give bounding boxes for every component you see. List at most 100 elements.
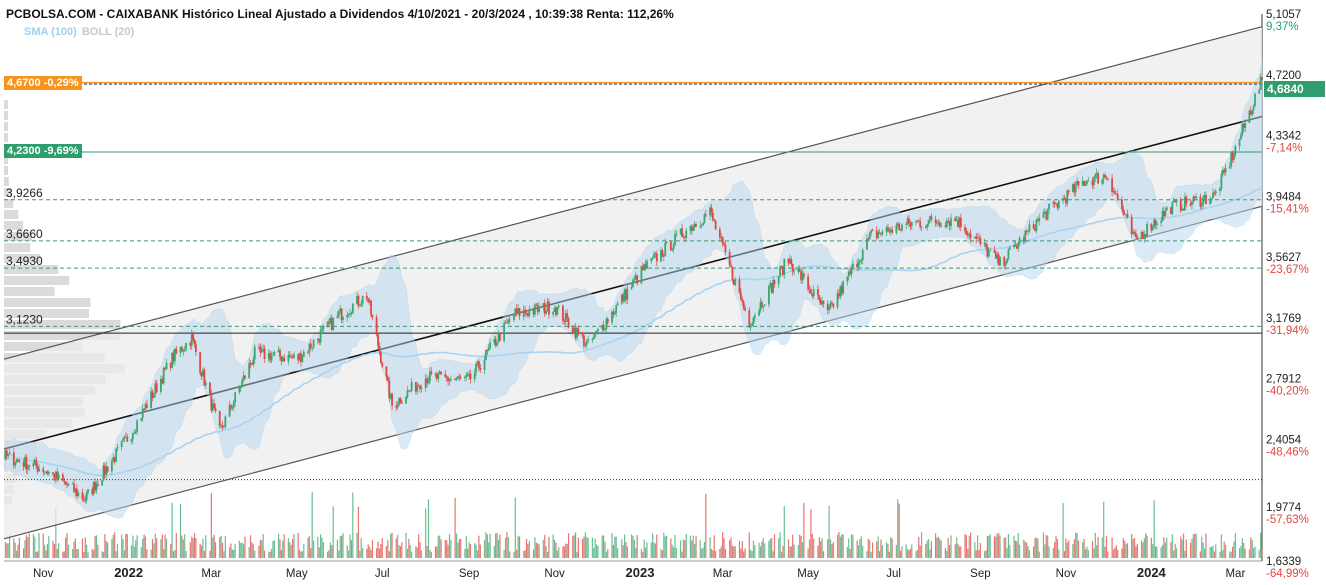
volume-bar xyxy=(86,544,88,558)
volume-bar xyxy=(771,537,773,558)
volume-bar xyxy=(1017,533,1019,558)
candle-body xyxy=(307,351,309,353)
candle-body xyxy=(896,223,899,226)
volume-bar xyxy=(322,542,325,558)
candle-body xyxy=(567,318,570,328)
candle-body xyxy=(721,236,724,244)
candle-body xyxy=(183,349,186,351)
candle-body xyxy=(759,302,762,311)
volume-bar xyxy=(532,549,535,558)
volume-bar xyxy=(202,538,204,558)
candle-body xyxy=(1161,211,1164,222)
candle-body xyxy=(1238,139,1241,147)
candle-body xyxy=(791,264,794,272)
volume-profile-bar xyxy=(4,221,23,230)
candle-body xyxy=(1034,228,1036,232)
legend-sma[interactable]: SMA (100) xyxy=(24,26,77,38)
candle-body xyxy=(1185,196,1188,204)
candle-body xyxy=(685,230,688,238)
candle-body xyxy=(758,310,760,316)
volume-bar xyxy=(820,541,822,558)
candle-body xyxy=(625,289,627,300)
candle-body xyxy=(169,362,172,368)
volume-bar xyxy=(1052,547,1054,558)
candle-body xyxy=(336,315,339,318)
candle-body xyxy=(674,233,676,245)
candle-body xyxy=(772,280,774,293)
volume-bar xyxy=(336,539,339,558)
volume-bar xyxy=(182,539,184,558)
candle-body xyxy=(280,356,283,361)
candle-body xyxy=(689,226,692,231)
volume-bar xyxy=(934,533,937,558)
candle-body xyxy=(954,218,957,222)
volume-bar xyxy=(1132,538,1134,558)
volume-bar xyxy=(556,550,558,558)
volume-bar xyxy=(783,506,785,558)
volume-bar xyxy=(684,540,686,558)
volume-bar xyxy=(273,540,275,558)
volume-bar xyxy=(1083,538,1085,558)
candle-body xyxy=(330,318,333,330)
volume-bar xyxy=(228,547,231,558)
candle-body xyxy=(908,218,910,224)
volume-bar xyxy=(1219,551,1221,558)
candle-body xyxy=(1248,110,1251,123)
volume-bar xyxy=(664,536,666,558)
legend-boll[interactable]: BOLL (20) xyxy=(81,26,135,38)
candle-body xyxy=(850,266,853,275)
volume-bar xyxy=(836,534,839,558)
volume-bar xyxy=(485,532,487,558)
candle-body xyxy=(975,236,978,239)
volume-bar xyxy=(773,534,776,558)
candle-body xyxy=(1171,202,1174,215)
candle-body xyxy=(878,232,881,234)
x-axis-label: May xyxy=(797,568,819,580)
volume-bar xyxy=(839,536,841,558)
candle-body xyxy=(994,252,997,259)
candle-body xyxy=(1154,220,1157,226)
volume-bar xyxy=(1161,544,1164,558)
candle-body xyxy=(803,273,805,277)
volume-bar xyxy=(478,535,480,558)
candle-body xyxy=(231,407,234,409)
volume-bar xyxy=(615,536,617,558)
volume-bar xyxy=(799,534,801,558)
candle-body xyxy=(889,229,892,232)
candle-body xyxy=(405,397,407,404)
candle-body xyxy=(839,286,842,297)
candle-body xyxy=(564,313,567,322)
candle-body xyxy=(204,382,207,386)
volume-bar xyxy=(988,535,990,558)
volume-bar xyxy=(283,534,285,558)
volume-bar xyxy=(741,541,743,558)
volume-bar xyxy=(1063,551,1066,558)
candle-body xyxy=(655,253,658,262)
volume-bar xyxy=(748,532,750,558)
volume-bar xyxy=(399,546,402,558)
volume-profile-bar xyxy=(4,331,120,340)
candle-body xyxy=(349,313,351,314)
volume-bar xyxy=(65,537,67,558)
candle-body xyxy=(632,279,634,287)
candle-body xyxy=(1073,184,1076,193)
volume-bar xyxy=(1054,542,1056,558)
candle-body xyxy=(487,348,490,351)
volume-bar xyxy=(420,550,423,558)
candle-body xyxy=(812,289,815,297)
candle-body xyxy=(26,465,29,470)
volume-bar xyxy=(58,543,60,558)
volume-bar xyxy=(458,539,460,558)
candle-body xyxy=(1165,207,1168,211)
candle-body xyxy=(251,364,253,365)
candle-body xyxy=(337,312,340,316)
volume-bar xyxy=(869,540,871,558)
indicator-legend[interactable]: SMA (100) BOLL (20) xyxy=(24,26,134,38)
candle-body xyxy=(895,225,898,233)
candle-body xyxy=(318,338,321,343)
candle-body xyxy=(465,374,468,377)
volume-bar xyxy=(702,547,704,558)
candle-body xyxy=(525,313,528,314)
orange-level-price: 4,6700 xyxy=(7,77,41,89)
